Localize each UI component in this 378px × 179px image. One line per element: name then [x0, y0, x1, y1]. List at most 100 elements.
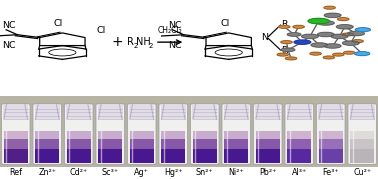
Bar	[4, 139, 28, 149]
Circle shape	[318, 21, 334, 25]
Circle shape	[324, 6, 335, 9]
FancyBboxPatch shape	[127, 104, 156, 164]
Text: R: R	[127, 37, 133, 47]
Text: NC: NC	[2, 41, 15, 50]
Text: CH₂Cl₂: CH₂Cl₂	[158, 26, 183, 35]
Circle shape	[302, 34, 318, 38]
FancyBboxPatch shape	[1, 104, 30, 164]
FancyBboxPatch shape	[222, 104, 251, 164]
Circle shape	[338, 18, 349, 21]
Bar	[287, 149, 311, 163]
Bar	[225, 131, 248, 139]
Circle shape	[342, 41, 359, 45]
Text: R: R	[282, 20, 288, 29]
Circle shape	[331, 34, 348, 38]
Circle shape	[348, 31, 364, 36]
Bar	[98, 131, 122, 139]
Bar	[98, 149, 122, 163]
Text: Cl: Cl	[54, 19, 63, 28]
Text: 2: 2	[149, 43, 153, 49]
Circle shape	[344, 51, 355, 54]
Circle shape	[310, 52, 321, 55]
Bar	[98, 105, 123, 119]
Circle shape	[324, 44, 341, 48]
Text: Cu²⁺: Cu²⁺	[353, 168, 371, 177]
Bar	[67, 139, 90, 149]
Bar	[319, 149, 342, 163]
FancyBboxPatch shape	[285, 104, 314, 164]
Bar	[161, 131, 185, 139]
FancyBboxPatch shape	[64, 104, 93, 164]
Circle shape	[336, 25, 353, 29]
Bar	[130, 131, 153, 139]
FancyBboxPatch shape	[33, 104, 62, 164]
Bar	[130, 149, 153, 163]
Bar	[0, 96, 378, 166]
Text: Cd²⁺: Cd²⁺	[70, 168, 88, 177]
Bar	[287, 105, 312, 119]
FancyBboxPatch shape	[253, 104, 282, 164]
Circle shape	[285, 57, 297, 60]
Bar	[36, 131, 59, 139]
Circle shape	[318, 32, 334, 37]
Bar	[161, 139, 185, 149]
Text: 2: 2	[134, 43, 138, 49]
Text: NC: NC	[168, 21, 182, 30]
Text: Pb²⁺: Pb²⁺	[259, 168, 276, 177]
Bar	[287, 131, 311, 139]
Bar	[319, 139, 342, 149]
Text: +: +	[112, 35, 123, 49]
Circle shape	[294, 40, 311, 44]
Circle shape	[277, 53, 288, 56]
Text: Hg²⁺: Hg²⁺	[164, 168, 183, 177]
Bar	[161, 149, 185, 163]
Text: N: N	[261, 33, 268, 42]
Bar	[36, 149, 59, 163]
Bar	[287, 139, 311, 149]
Bar	[224, 105, 249, 119]
Bar	[350, 131, 374, 139]
Bar	[350, 105, 375, 119]
Text: Cl: Cl	[96, 26, 105, 35]
Bar	[3, 105, 28, 119]
Bar	[129, 105, 154, 119]
Text: Ref: Ref	[9, 168, 22, 177]
Bar	[98, 139, 122, 149]
Bar	[130, 139, 153, 149]
FancyBboxPatch shape	[316, 104, 345, 164]
Bar	[193, 131, 217, 139]
Text: Ag⁺: Ag⁺	[134, 168, 149, 177]
Text: Sn²⁺: Sn²⁺	[196, 168, 214, 177]
Circle shape	[352, 40, 363, 43]
Text: R: R	[282, 46, 288, 55]
FancyBboxPatch shape	[190, 104, 219, 164]
Circle shape	[355, 52, 370, 55]
Bar	[67, 131, 90, 139]
Bar	[193, 149, 217, 163]
Bar	[255, 105, 280, 119]
Bar	[193, 139, 217, 149]
Bar	[319, 131, 342, 139]
Bar	[225, 139, 248, 149]
FancyBboxPatch shape	[96, 104, 125, 164]
FancyBboxPatch shape	[348, 104, 376, 164]
Bar	[350, 149, 374, 163]
Bar	[4, 131, 28, 139]
Bar	[4, 149, 28, 163]
Circle shape	[279, 25, 290, 28]
Text: NC: NC	[2, 21, 15, 30]
Text: Zn²⁺: Zn²⁺	[38, 168, 56, 177]
Bar	[161, 105, 186, 119]
Text: NC: NC	[168, 41, 182, 50]
Circle shape	[333, 53, 344, 56]
FancyBboxPatch shape	[159, 104, 187, 164]
Text: Sc³⁺: Sc³⁺	[102, 168, 119, 177]
Circle shape	[308, 18, 329, 24]
Bar	[318, 105, 343, 119]
Circle shape	[323, 56, 335, 59]
Bar	[350, 139, 374, 149]
Bar	[278, 0, 378, 96]
Circle shape	[355, 28, 370, 32]
Text: NH: NH	[136, 37, 151, 47]
Bar	[192, 105, 217, 119]
